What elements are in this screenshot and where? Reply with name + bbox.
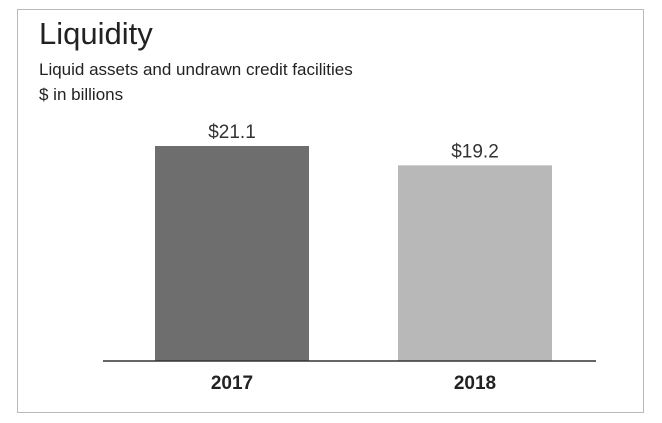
bar-2017 (155, 146, 309, 361)
category-label-2018: 2018 (454, 373, 496, 394)
chart-title: Liquidity (39, 16, 153, 51)
bar-value-label-2018: $19.2 (451, 141, 499, 162)
chart-unit-label: $ in billions (39, 85, 124, 104)
chart-subtitle: Liquid assets and undrawn credit facilit… (39, 60, 353, 79)
bar-value-label-2017: $21.1 (208, 122, 256, 143)
bar-2018 (398, 165, 552, 361)
category-label-2017: 2017 (211, 373, 253, 394)
